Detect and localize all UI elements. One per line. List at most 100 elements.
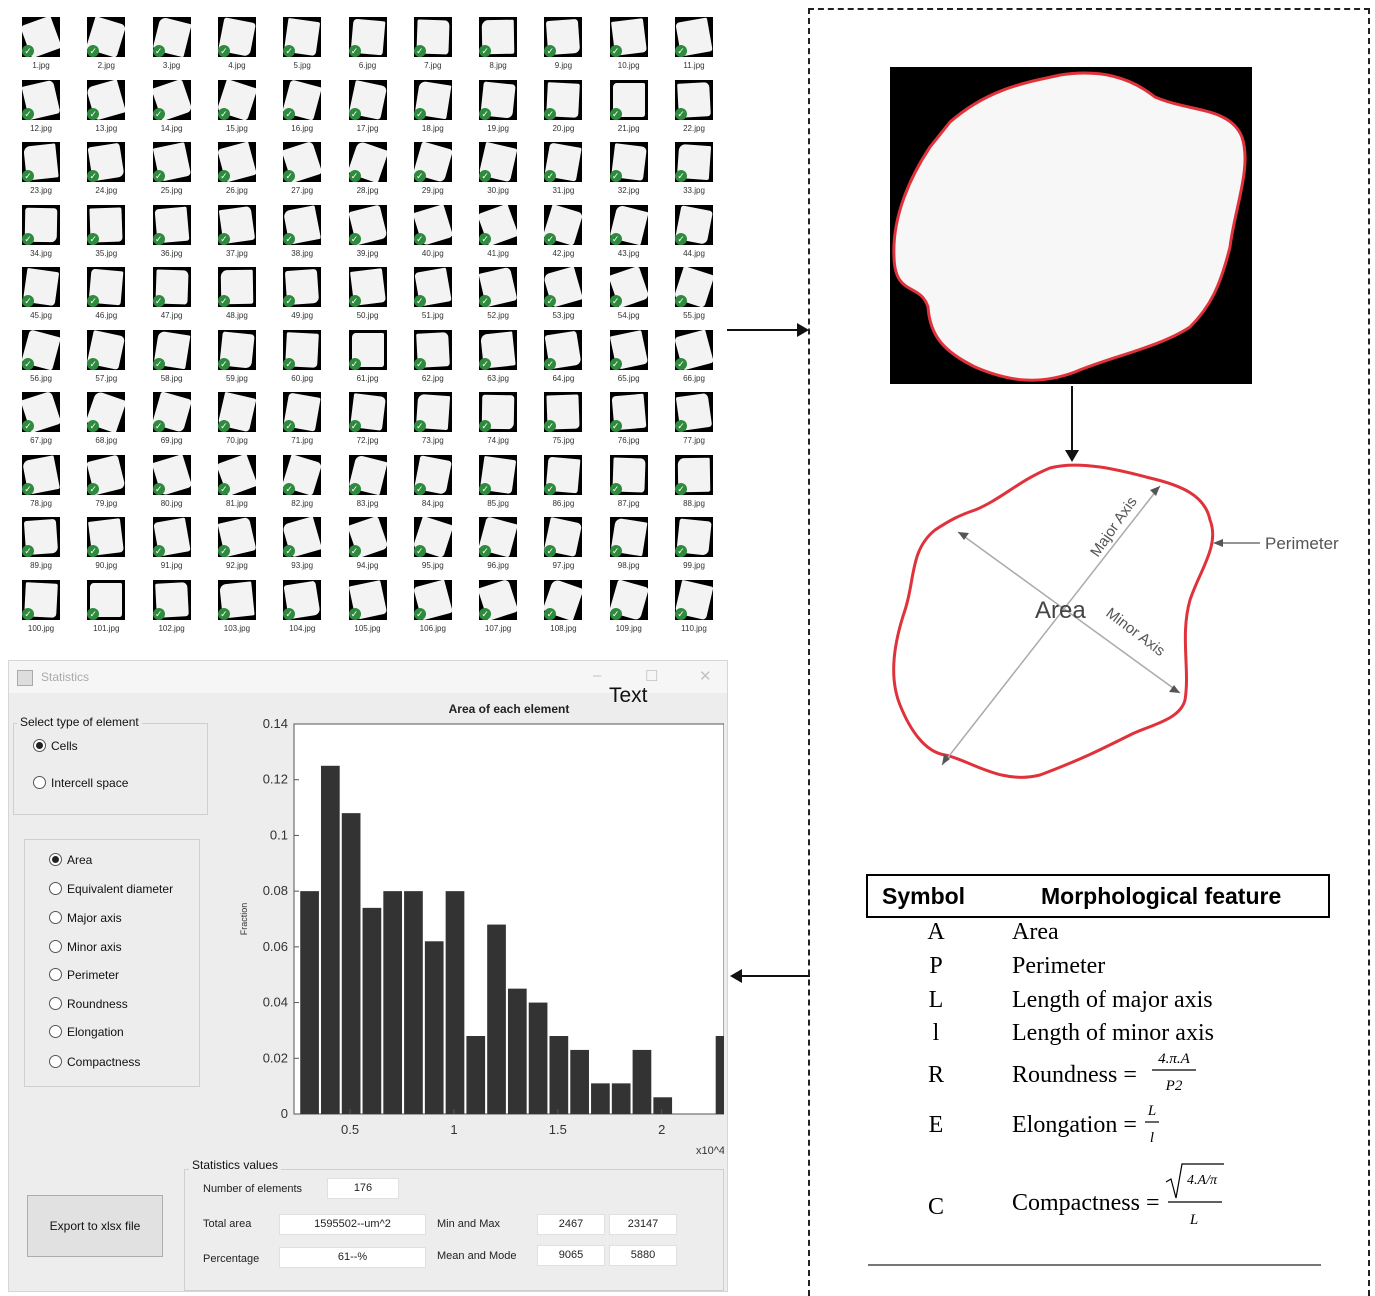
thumbnail-item[interactable]: ✓ 105.jpg: [344, 579, 392, 640]
thumbnail-item[interactable]: ✓ 77.jpg: [670, 392, 718, 452]
thumbnail-item[interactable]: ✓ 85.jpg: [474, 454, 522, 515]
thumbnail-item[interactable]: ✓ 14.jpg: [148, 79, 196, 140]
min-field[interactable]: 2467: [537, 1214, 605, 1235]
close-icon[interactable]: ✕: [699, 668, 712, 685]
thumbnail-item[interactable]: ✓ 81.jpg: [213, 454, 261, 515]
radio-dot[interactable]: [49, 911, 62, 924]
thumbnail-item[interactable]: ✓ 11.jpg: [670, 17, 718, 77]
thumbnail-item[interactable]: ✓ 10.jpg: [605, 17, 653, 77]
thumbnail-item[interactable]: ✓ 65.jpg: [605, 329, 653, 390]
thumbnail-item[interactable]: ✓ 63.jpg: [474, 329, 522, 390]
thumbnail-item[interactable]: ✓ 37.jpg: [213, 204, 261, 265]
radio-dot[interactable]: [33, 776, 46, 789]
max-field[interactable]: 23147: [609, 1214, 677, 1235]
thumbnail-item[interactable]: ✓ 58.jpg: [148, 329, 196, 390]
thumbnail-item[interactable]: ✓ 107.jpg: [474, 579, 522, 640]
thumbnail-item[interactable]: ✓ 82.jpg: [278, 454, 326, 515]
radio-roundness[interactable]: Roundness: [49, 997, 128, 1011]
thumbnail-item[interactable]: ✓ 19.jpg: [474, 79, 522, 140]
thumbnail-item[interactable]: ✓ 16.jpg: [278, 79, 326, 140]
thumbnail-item[interactable]: ✓ 49.jpg: [278, 267, 326, 327]
thumbnail-item[interactable]: ✓ 66.jpg: [670, 329, 718, 390]
radio-dot[interactable]: [33, 739, 46, 752]
thumbnail-item[interactable]: ✓ 38.jpg: [278, 204, 326, 265]
thumbnail-item[interactable]: ✓ 51.jpg: [409, 267, 457, 327]
thumbnail-item[interactable]: ✓ 54.jpg: [605, 267, 653, 327]
thumbnail-item[interactable]: ✓ 96.jpg: [474, 517, 522, 577]
thumbnail-item[interactable]: ✓ 53.jpg: [539, 267, 587, 327]
thumbnail-item[interactable]: ✓ 109.jpg: [605, 579, 653, 640]
thumbnail-item[interactable]: ✓ 25.jpg: [148, 142, 196, 202]
thumbnail-item[interactable]: ✓ 47.jpg: [148, 267, 196, 327]
thumbnail-item[interactable]: ✓ 104.jpg: [278, 579, 326, 640]
thumbnail-item[interactable]: ✓ 79.jpg: [82, 454, 130, 515]
thumbnail-item[interactable]: ✓ 87.jpg: [605, 454, 653, 515]
radio-dot[interactable]: [49, 882, 62, 895]
thumbnail-item[interactable]: ✓ 108.jpg: [539, 579, 587, 640]
thumbnail-item[interactable]: ✓ 70.jpg: [213, 392, 261, 452]
radio-dot[interactable]: [49, 968, 62, 981]
thumbnail-item[interactable]: ✓ 17.jpg: [344, 79, 392, 140]
thumbnail-item[interactable]: ✓ 95.jpg: [409, 517, 457, 577]
thumbnail-item[interactable]: ✓ 59.jpg: [213, 329, 261, 390]
thumbnail-item[interactable]: ✓ 98.jpg: [605, 517, 653, 577]
thumbnail-item[interactable]: ✓ 91.jpg: [148, 517, 196, 577]
thumbnail-item[interactable]: ✓ 15.jpg: [213, 79, 261, 140]
thumbnail-item[interactable]: ✓ 36.jpg: [148, 204, 196, 265]
radio-dot[interactable]: [49, 1055, 62, 1068]
thumbnail-item[interactable]: ✓ 89.jpg: [17, 517, 65, 577]
radio-equivalent-diameter[interactable]: Equivalent diameter: [49, 882, 173, 896]
radio-intercell-space[interactable]: Intercell space: [33, 776, 128, 790]
thumbnail-item[interactable]: ✓ 8.jpg: [474, 17, 522, 77]
thumbnail-item[interactable]: ✓ 21.jpg: [605, 79, 653, 140]
thumbnail-item[interactable]: ✓ 24.jpg: [82, 142, 130, 202]
radio-cells[interactable]: Cells: [33, 739, 78, 753]
thumbnail-item[interactable]: ✓ 42.jpg: [539, 204, 587, 265]
export-xlsx-button[interactable]: Export to xlsx file: [27, 1195, 163, 1257]
thumbnail-item[interactable]: ✓ 1.jpg: [17, 17, 65, 77]
thumbnail-item[interactable]: ✓ 35.jpg: [82, 204, 130, 265]
thumbnail-item[interactable]: ✓ 97.jpg: [539, 517, 587, 577]
thumbnail-item[interactable]: ✓ 31.jpg: [539, 142, 587, 202]
thumbnail-item[interactable]: ✓ 69.jpg: [148, 392, 196, 452]
thumbnail-item[interactable]: ✓ 20.jpg: [539, 79, 587, 140]
thumbnail-item[interactable]: ✓ 45.jpg: [17, 267, 65, 327]
thumbnail-item[interactable]: ✓ 64.jpg: [539, 329, 587, 390]
thumbnail-item[interactable]: ✓ 60.jpg: [278, 329, 326, 390]
thumbnail-item[interactable]: ✓ 18.jpg: [409, 79, 457, 140]
thumbnail-item[interactable]: ✓ 7.jpg: [409, 17, 457, 77]
thumbnail-item[interactable]: ✓ 55.jpg: [670, 267, 718, 327]
thumbnail-item[interactable]: ✓ 50.jpg: [344, 267, 392, 327]
thumbnail-item[interactable]: ✓ 40.jpg: [409, 204, 457, 265]
thumbnail-item[interactable]: ✓ 6.jpg: [344, 17, 392, 77]
mean-field[interactable]: 9065: [537, 1245, 605, 1266]
thumbnail-item[interactable]: ✓ 33.jpg: [670, 142, 718, 202]
thumbnail-item[interactable]: ✓ 78.jpg: [17, 454, 65, 515]
thumbnail-item[interactable]: ✓ 68.jpg: [82, 392, 130, 452]
thumbnail-item[interactable]: ✓ 57.jpg: [82, 329, 130, 390]
thumbnail-item[interactable]: ✓ 56.jpg: [17, 329, 65, 390]
thumbnail-item[interactable]: ✓ 110.jpg: [670, 579, 718, 640]
radio-dot[interactable]: [49, 853, 62, 866]
mode-field[interactable]: 5880: [609, 1245, 677, 1266]
minimize-icon[interactable]: –: [593, 667, 602, 684]
thumbnail-item[interactable]: ✓ 73.jpg: [409, 392, 457, 452]
thumbnail-item[interactable]: ✓ 27.jpg: [278, 142, 326, 202]
thumbnail-item[interactable]: ✓ 44.jpg: [670, 204, 718, 265]
thumbnail-item[interactable]: ✓ 72.jpg: [344, 392, 392, 452]
total-area-field[interactable]: 1595502--um^2: [279, 1214, 426, 1235]
radio-elongation[interactable]: Elongation: [49, 1025, 124, 1039]
thumbnail-item[interactable]: ✓ 9.jpg: [539, 17, 587, 77]
radio-perimeter[interactable]: Perimeter: [49, 968, 119, 982]
thumbnail-item[interactable]: ✓ 92.jpg: [213, 517, 261, 577]
thumbnail-item[interactable]: ✓ 52.jpg: [474, 267, 522, 327]
thumbnail-item[interactable]: ✓ 32.jpg: [605, 142, 653, 202]
thumbnail-item[interactable]: ✓ 41.jpg: [474, 204, 522, 265]
radio-major-axis[interactable]: Major axis: [49, 911, 122, 925]
thumbnail-item[interactable]: ✓ 93.jpg: [278, 517, 326, 577]
thumbnail-item[interactable]: ✓ 62.jpg: [409, 329, 457, 390]
thumbnail-item[interactable]: ✓ 86.jpg: [539, 454, 587, 515]
thumbnail-item[interactable]: ✓ 88.jpg: [670, 454, 718, 515]
thumbnail-item[interactable]: ✓ 83.jpg: [344, 454, 392, 515]
thumbnail-item[interactable]: ✓ 61.jpg: [344, 329, 392, 390]
